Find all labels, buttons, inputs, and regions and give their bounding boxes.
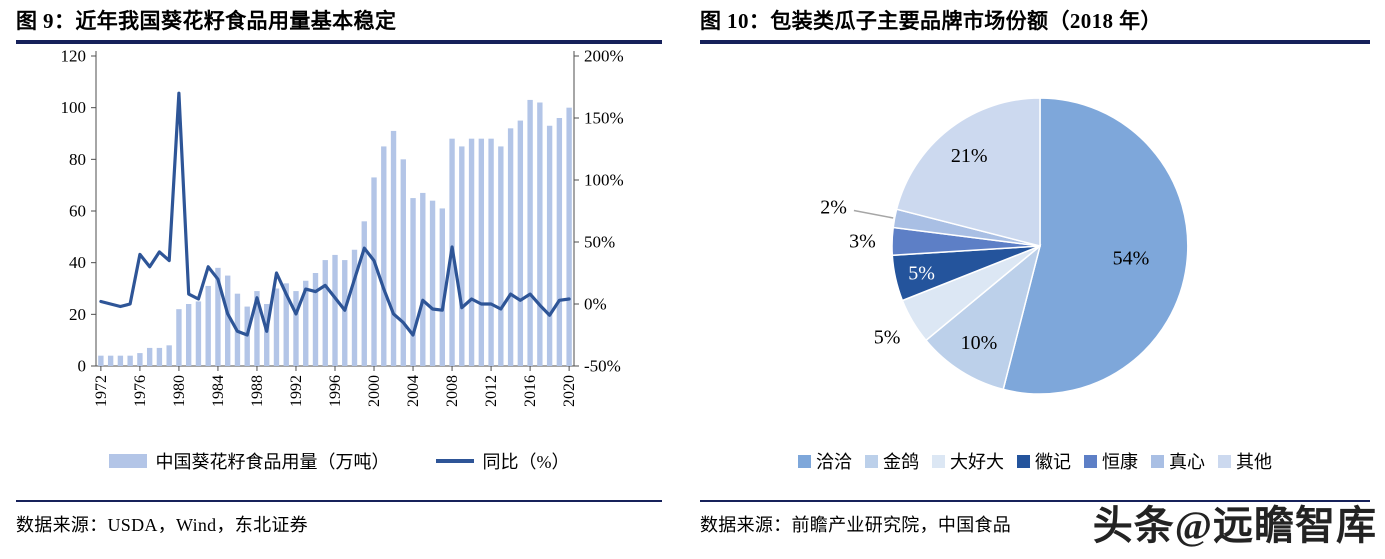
- svg-text:3%: 3%: [849, 230, 876, 252]
- bar-swatch: [108, 454, 147, 468]
- figure9-divider: [16, 500, 662, 502]
- watermark: 头条@远瞻智库: [1092, 503, 1377, 548]
- svg-text:1988: 1988: [249, 375, 266, 407]
- legend-label-consumption: 中国葵花籽食品用量（万吨）: [155, 452, 390, 472]
- svg-text:120: 120: [61, 47, 87, 66]
- svg-text:20: 20: [69, 305, 86, 324]
- legend-item-hengkang: 恒康: [1084, 448, 1138, 474]
- svg-text:21%: 21%: [951, 145, 988, 167]
- svg-text:40: 40: [69, 253, 86, 272]
- svg-text:10%: 10%: [961, 332, 998, 354]
- figure10-divider: [700, 500, 1370, 502]
- svg-text:5%: 5%: [908, 263, 935, 285]
- svg-text:1996: 1996: [327, 375, 344, 407]
- legend-item-consumption: 中国葵花籽食品用量（万吨）: [108, 448, 390, 474]
- legend-label-qiaqia: 洽洽: [816, 452, 852, 472]
- svg-text:1984: 1984: [210, 375, 227, 407]
- svg-text:5%: 5%: [874, 326, 901, 348]
- svg-text:80: 80: [69, 150, 86, 169]
- yoy-line: [99, 91, 571, 337]
- svg-text:2000: 2000: [366, 375, 383, 407]
- right-axis-labels: -50% 0% 50% 100% 150% 200%: [574, 47, 624, 376]
- legend-item-yoy: 同比（%）: [435, 448, 570, 474]
- svg-text:100: 100: [61, 98, 87, 117]
- pie-legend: 洽洽 金鸽 大好大 徽记 恒康 真心: [700, 448, 1370, 474]
- svg-text:2012: 2012: [483, 375, 500, 407]
- legend-swatch-qita: [1218, 454, 1231, 468]
- left-axis-labels: 0 20 40 60 80 100 120: [61, 47, 96, 376]
- figure9-source: 数据来源：USDA，Wind，东北证券: [16, 515, 308, 535]
- svg-text:2008: 2008: [444, 375, 461, 407]
- svg-text:1972: 1972: [93, 375, 110, 407]
- svg-text:50%: 50%: [584, 233, 615, 252]
- legend-swatch-qiaqia: [798, 454, 811, 468]
- legend-label-huiji: 徽记: [1035, 452, 1071, 472]
- legend-item-dahaoda: 大好大: [932, 448, 1004, 474]
- legend-swatch-jinge: [865, 454, 878, 468]
- figure9-panel: 图 9：近年我国葵花籽食品用量基本稳定 0 20 40 60 80 100 120 -50% 0…: [16, 6, 662, 537]
- figure9-legend: 中国葵花籽食品用量（万吨） 同比（%）: [16, 448, 662, 474]
- line-swatch: [435, 459, 474, 463]
- legend-item-huiji: 徽记: [1017, 448, 1071, 474]
- legend-swatch-zhenxin: [1151, 454, 1164, 468]
- consumption-yoy-chart: 0 20 40 60 80 100 120 -50% 0% 50% 100% 150% 200% 1972…: [61, 47, 624, 408]
- figure10-title: 图 10：包装类瓜子主要品牌市场份额（2018 年）: [700, 6, 1370, 44]
- consumption-bars: [98, 99, 572, 367]
- figure10-panel: 图 10：包装类瓜子主要品牌市场份额（2018 年） 54% 10% 5% 5% 3% 2…: [700, 6, 1370, 537]
- svg-text:2020: 2020: [561, 375, 578, 407]
- legend-label-qita: 其他: [1236, 452, 1272, 472]
- x-axis-labels: 1972 1976 1980 1984 1988 1992 1996 2000 2004 2008…: [93, 366, 578, 407]
- svg-text:2016: 2016: [522, 375, 539, 407]
- legend-swatch-huiji: [1017, 454, 1030, 468]
- svg-text:150%: 150%: [584, 109, 624, 128]
- figure10-source: 数据来源：前瞻产业研究院，中国食品: [700, 515, 1012, 535]
- market-share-pie: 54% 10% 5% 5% 3%2% 21%: [820, 97, 1189, 395]
- pie-slices: [891, 97, 1189, 395]
- svg-text:1992: 1992: [288, 375, 305, 407]
- svg-text:0: 0: [78, 357, 87, 376]
- legend-item-qiaqia: 洽洽: [798, 448, 852, 474]
- svg-text:-50%: -50%: [584, 357, 621, 376]
- pie-labels: 54% 10% 5% 5% 3%2% 21%: [820, 145, 1149, 354]
- legend-label-yoy: 同比（%）: [482, 452, 570, 472]
- svg-text:100%: 100%: [584, 171, 624, 190]
- legend-label-jinge: 金鸽: [883, 452, 919, 472]
- svg-text:60: 60: [69, 202, 86, 221]
- legend-label-dahaoda: 大好大: [950, 452, 1004, 472]
- legend-item-qita: 其他: [1218, 448, 1272, 474]
- svg-text:0%: 0%: [584, 295, 607, 314]
- figure9-title: 图 9：近年我国葵花籽食品用量基本稳定: [16, 6, 662, 44]
- legend-swatch-hengkang: [1084, 454, 1097, 468]
- svg-text:2%: 2%: [820, 197, 847, 219]
- svg-text:2004: 2004: [405, 375, 422, 407]
- svg-text:54%: 54%: [1113, 248, 1150, 270]
- svg-text:200%: 200%: [584, 47, 624, 66]
- svg-text:1976: 1976: [132, 375, 149, 407]
- legend-item-zhenxin: 真心: [1151, 448, 1205, 474]
- legend-item-jinge: 金鸽: [865, 448, 919, 474]
- legend-label-zhenxin: 真心: [1169, 452, 1205, 472]
- legend-label-hengkang: 恒康: [1102, 452, 1138, 472]
- svg-text:1980: 1980: [171, 375, 188, 407]
- legend-swatch-dahaoda: [932, 454, 945, 468]
